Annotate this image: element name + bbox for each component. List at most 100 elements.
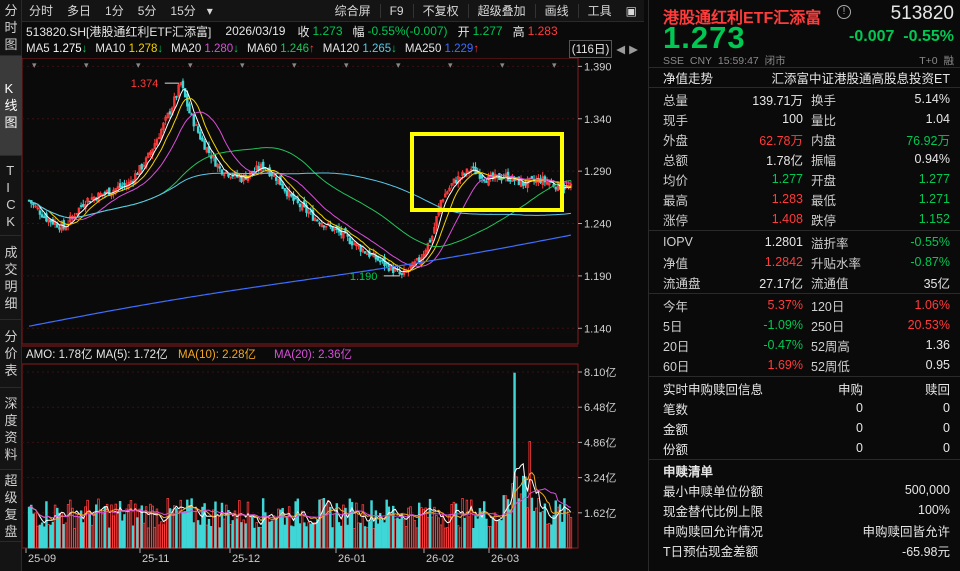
stat-label: 净值 (663, 256, 689, 271)
candle-body (212, 155, 215, 158)
period-button-2[interactable]: 1分 (105, 4, 124, 18)
prev-arrow-icon[interactable]: ◀ (616, 44, 626, 56)
stat-label: 60日 (663, 359, 690, 374)
volume-bar (287, 506, 291, 549)
volume-bar (129, 500, 133, 549)
sidebar-tab-4[interactable]: 分价表 (0, 320, 22, 388)
volume-bar (417, 502, 421, 549)
candle-body (452, 178, 456, 184)
tool-button-3[interactable]: 超级叠加 (477, 4, 526, 18)
candle-body (101, 193, 104, 196)
volume-bar (337, 522, 341, 549)
volume-bar (101, 513, 104, 549)
candle-body (378, 260, 382, 263)
high-label: 高 (512, 24, 525, 39)
sidebar-tab-3[interactable]: 成交明细 (0, 236, 22, 320)
ma-counter[interactable]: (116日) (568, 40, 613, 58)
candle-body (183, 88, 187, 98)
chevron-down-icon[interactable]: ▾ (206, 3, 213, 18)
volume-bar (413, 520, 417, 549)
stat-row: 现手 100 量比 1.04 (649, 109, 960, 129)
info-icon[interactable]: ! (837, 5, 851, 19)
volume-bar (515, 476, 518, 549)
creation-list-row: 最小申赎单位份额 500,000 (663, 483, 950, 499)
period-button-0[interactable]: 分时 (29, 4, 54, 18)
candle-body (218, 166, 222, 169)
volume-bar (532, 510, 536, 549)
tool-button-1[interactable]: F9 (389, 3, 404, 18)
tool-button-4[interactable]: 画线 (544, 4, 569, 18)
tool-button-2[interactable]: 不复权 (422, 4, 459, 18)
volume-bar (36, 525, 39, 549)
volume-bar (493, 512, 497, 549)
volume-bar (77, 516, 81, 549)
volume-bar (66, 504, 70, 549)
stat-label: 跌停 (811, 213, 837, 228)
sidebar-tab-5[interactable]: 深度资料 (0, 388, 22, 470)
candle-body (359, 245, 362, 252)
volume-bar (400, 513, 404, 549)
tool-button-0[interactable]: 综合屏 (334, 4, 371, 18)
volume-bar (402, 519, 406, 549)
stat-value: 1.69% (767, 358, 803, 372)
candle-body (283, 188, 287, 192)
tool-button-5[interactable]: 工具 (587, 4, 612, 18)
kline-chart[interactable]: AMO: 1.78亿 MA(5): 1.72亿 MA(10): 2.28亿 MA(20… (21, 57, 644, 571)
price-axis-label: 1.390 (584, 61, 612, 73)
candle-body (398, 271, 401, 275)
stat-value: 5.14% (914, 92, 950, 106)
sidebar-tab-6[interactable]: 超级复盘 (0, 470, 22, 542)
volume-bar (415, 527, 419, 549)
stat-value: 35亿 (923, 276, 950, 291)
candle-body (517, 176, 521, 186)
candle-body (114, 188, 118, 191)
volume-bar (363, 526, 367, 549)
volume-bar (207, 518, 211, 549)
period-button-4[interactable]: 15分 (170, 4, 196, 18)
volume-bar (496, 520, 499, 549)
volume-bar (461, 498, 464, 549)
candle-body (45, 213, 48, 222)
candle-body (140, 164, 144, 170)
volume-bar (565, 508, 568, 549)
nav-title: 净值走势 (663, 72, 714, 86)
stat-row: 外盘 62.78万 内盘 76.92万 (649, 129, 960, 149)
volume-bar (303, 522, 306, 549)
period-button-1[interactable]: 多日 (67, 4, 92, 18)
volume-bar (181, 511, 185, 549)
period-button-3[interactable]: 5分 (137, 4, 157, 18)
volume-bar (482, 501, 486, 549)
candle-body (268, 167, 271, 177)
next-arrow-icon[interactable]: ▶ (629, 44, 638, 56)
volume-bar (43, 526, 46, 549)
stat-value: 1.408 (771, 212, 803, 226)
volume-bar (58, 512, 61, 549)
volume-bar (556, 506, 560, 549)
candle-body (142, 164, 146, 167)
stats-trade: 总量 139.71万 换手 5.14% 现手 100 量比 1.04 外盘 62.78万 内盘 76.… (649, 88, 960, 231)
stat-value: -0.47% (763, 338, 803, 352)
stat-label: 均价 (663, 173, 689, 188)
nav-trend-row[interactable]: 净值走势 汇添富中证港股通高股息投资ET (649, 68, 960, 88)
volume-bar (411, 514, 414, 549)
stat-row: 20日 -0.47% 52周高 1.36 (649, 335, 960, 355)
candle-body (313, 218, 317, 222)
kline-svg[interactable]: AMO: 1.78亿 MA(5): 1.72亿 MA(10): 2.28亿 MA(20… (21, 57, 644, 571)
stat-row: 均价 1.277 开盘 1.277 (649, 169, 960, 189)
volume-bar (543, 503, 547, 549)
volume-ma10-line (28, 472, 572, 522)
stat-row: 流通盘 27.17亿 流通值 35亿 (649, 272, 960, 292)
volume-bar (64, 522, 68, 549)
panel-icon[interactable]: ▣ (625, 3, 637, 18)
volume-bar (535, 507, 538, 549)
top-marker: ▾ (188, 60, 193, 70)
sidebar-tab-0[interactable]: 分时图 (0, 0, 22, 56)
stat-value: 1.2842 (764, 255, 803, 269)
ma10-line (28, 98, 571, 272)
volume-bar (270, 520, 274, 549)
candle-body (136, 173, 139, 176)
candle-body (220, 169, 224, 175)
period-low-label: 1.190 (350, 271, 378, 283)
